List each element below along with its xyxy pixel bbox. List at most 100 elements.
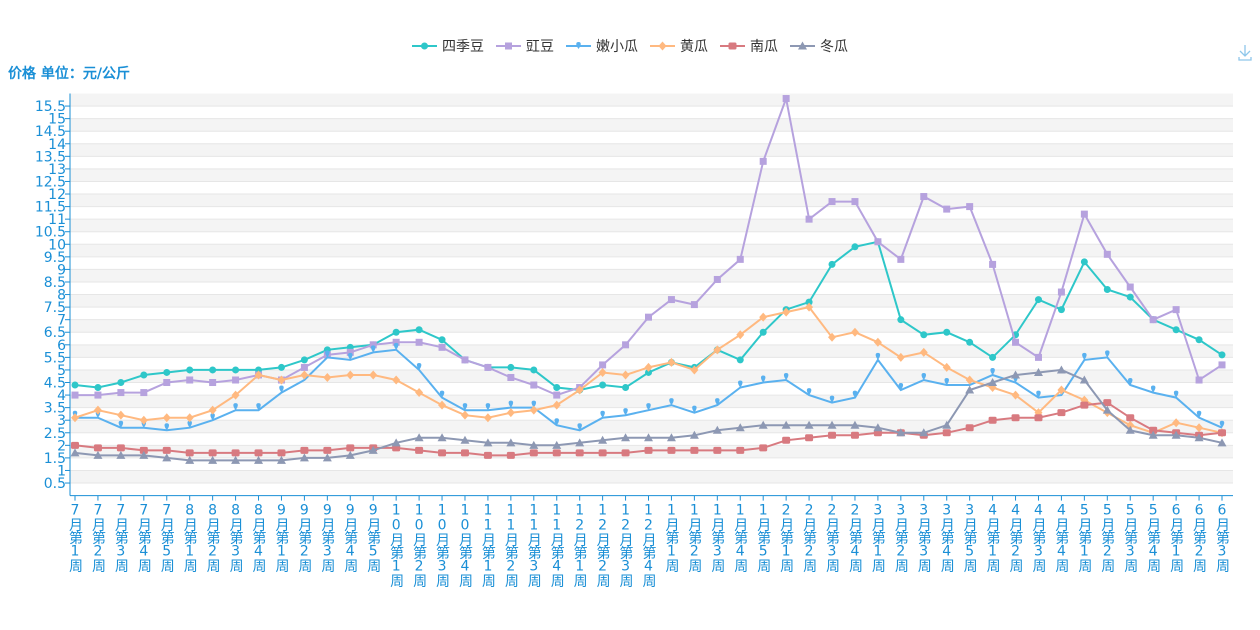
grid-band: [70, 294, 1233, 308]
marker: [738, 380, 743, 388]
marker: [187, 420, 192, 428]
marker: [988, 378, 998, 387]
marker: [713, 446, 722, 454]
marker: [117, 379, 125, 387]
marker: [506, 438, 516, 447]
marker: [782, 95, 790, 103]
marker: [139, 415, 148, 425]
x-tick-label: 2月第4周: [847, 503, 863, 574]
marker: [1034, 414, 1043, 422]
marker: [254, 449, 263, 457]
marker: [736, 330, 745, 340]
legend-item[interactable]: 豇豆: [496, 39, 554, 55]
marker: [690, 301, 698, 309]
marker: [1011, 390, 1020, 400]
x-tick-label: 12月第4周: [641, 503, 657, 589]
marker: [1172, 418, 1181, 428]
grid-band: [70, 93, 1233, 107]
marker: [208, 455, 218, 464]
marker: [965, 375, 974, 385]
marker: [94, 384, 102, 392]
marker: [1080, 401, 1089, 409]
y-tick-label: 4.5: [44, 376, 66, 392]
marker: [162, 413, 171, 423]
marker: [256, 403, 261, 411]
marker: [300, 446, 309, 454]
marker: [942, 362, 951, 372]
marker: [506, 408, 515, 418]
marker: [1218, 361, 1226, 369]
marker: [231, 449, 240, 457]
marker: [506, 451, 515, 459]
marker: [392, 375, 401, 385]
x-tick-label: 1月第3周: [709, 503, 725, 574]
legend-label: 四季豆: [442, 39, 484, 55]
marker: [805, 434, 814, 442]
marker: [781, 420, 791, 429]
marker: [323, 372, 332, 382]
marker: [759, 328, 767, 336]
marker: [759, 157, 767, 165]
legend-item[interactable]: 冬瓜: [790, 39, 848, 55]
marker: [505, 42, 512, 50]
marker: [622, 341, 630, 349]
marker: [1080, 210, 1088, 218]
marker: [599, 381, 607, 389]
marker: [1011, 370, 1021, 379]
marker: [873, 337, 882, 347]
grid-band: [70, 244, 1233, 257]
legend-item[interactable]: 四季豆: [412, 39, 484, 55]
marker: [254, 455, 264, 464]
marker: [1127, 378, 1133, 386]
x-tick-label: 8月第1周: [182, 503, 198, 574]
marker: [942, 429, 951, 437]
marker: [299, 453, 309, 462]
marker: [346, 444, 355, 452]
marker: [598, 435, 608, 444]
marker: [736, 356, 744, 364]
x-tick-label: 10月第2周: [411, 503, 427, 589]
marker: [369, 341, 377, 349]
y-tick-label: 7.5: [44, 300, 66, 316]
x-tick-label: 3月第1周: [870, 503, 886, 574]
marker: [415, 446, 424, 454]
marker: [346, 348, 354, 356]
marker: [529, 449, 538, 457]
x-tick-label: 12月第2周: [595, 503, 611, 589]
marker: [530, 381, 538, 389]
marker: [622, 384, 630, 392]
marker: [896, 352, 905, 362]
x-tick-label: 1月第2周: [686, 503, 702, 574]
marker: [805, 302, 814, 312]
marker: [1080, 258, 1088, 266]
download-icon[interactable]: [1238, 45, 1252, 61]
x-tick-label: 11月第2周: [503, 503, 519, 589]
marker: [1103, 250, 1111, 258]
marker: [1036, 390, 1041, 398]
y-tick-label: 14: [48, 137, 66, 153]
marker: [370, 345, 376, 353]
marker: [116, 444, 125, 452]
marker: [71, 391, 79, 399]
legend-label: 南瓜: [750, 39, 778, 55]
marker: [944, 378, 949, 386]
marker: [277, 449, 286, 457]
legend-item[interactable]: 黄瓜: [650, 38, 708, 55]
marker: [644, 362, 653, 372]
legend-item[interactable]: 南瓜: [720, 39, 778, 55]
x-tick-label: 9月第1周: [273, 503, 289, 574]
marker: [232, 376, 240, 384]
marker: [965, 385, 975, 394]
marker: [920, 331, 928, 339]
marker: [93, 444, 102, 452]
y-tick-label: 14.5: [35, 124, 66, 140]
y-tick-label: 7: [57, 313, 66, 329]
marker: [325, 350, 330, 358]
marker: [483, 438, 493, 447]
legend-item[interactable]: 嫩小瓜: [566, 39, 638, 55]
x-tick-label: 4月第2周: [1008, 503, 1024, 574]
marker: [621, 370, 630, 380]
y-tick-label: 5.5: [44, 350, 66, 366]
marker: [553, 384, 561, 392]
